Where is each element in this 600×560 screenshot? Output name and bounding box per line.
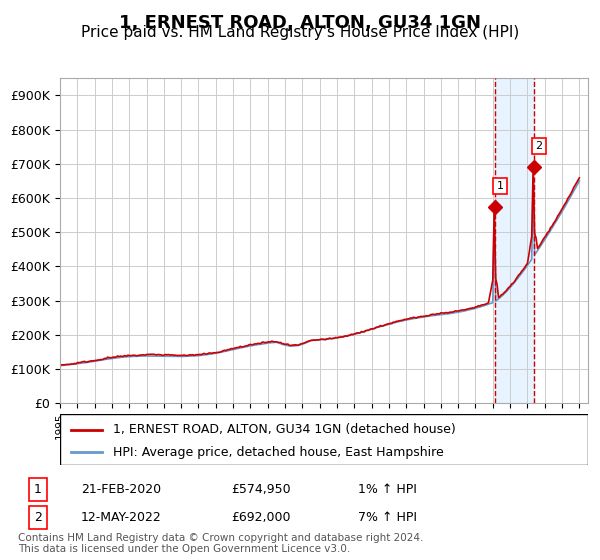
Text: £692,000: £692,000 (231, 511, 290, 524)
Text: 1, ERNEST ROAD, ALTON, GU34 1GN: 1, ERNEST ROAD, ALTON, GU34 1GN (119, 14, 481, 32)
Text: 2: 2 (535, 141, 542, 151)
Text: Price paid vs. HM Land Registry's House Price Index (HPI): Price paid vs. HM Land Registry's House … (81, 25, 519, 40)
Text: 1% ↑ HPI: 1% ↑ HPI (358, 483, 416, 496)
Bar (495, 78, 533, 403)
Text: Contains HM Land Registry data © Crown copyright and database right 2024.
This d: Contains HM Land Registry data © Crown c… (18, 533, 424, 554)
Text: 7% ↑ HPI: 7% ↑ HPI (358, 511, 416, 524)
Text: 12-MAY-2022: 12-MAY-2022 (81, 511, 162, 524)
Text: 21-FEB-2020: 21-FEB-2020 (81, 483, 161, 496)
Text: 1: 1 (497, 181, 503, 191)
Text: 1, ERNEST ROAD, ALTON, GU34 1GN (detached house): 1, ERNEST ROAD, ALTON, GU34 1GN (detache… (113, 423, 455, 436)
Text: HPI: Average price, detached house, East Hampshire: HPI: Average price, detached house, East… (113, 446, 443, 459)
Text: 2: 2 (34, 511, 42, 524)
FancyBboxPatch shape (60, 414, 588, 465)
Text: 1: 1 (34, 483, 42, 496)
Text: £574,950: £574,950 (231, 483, 290, 496)
